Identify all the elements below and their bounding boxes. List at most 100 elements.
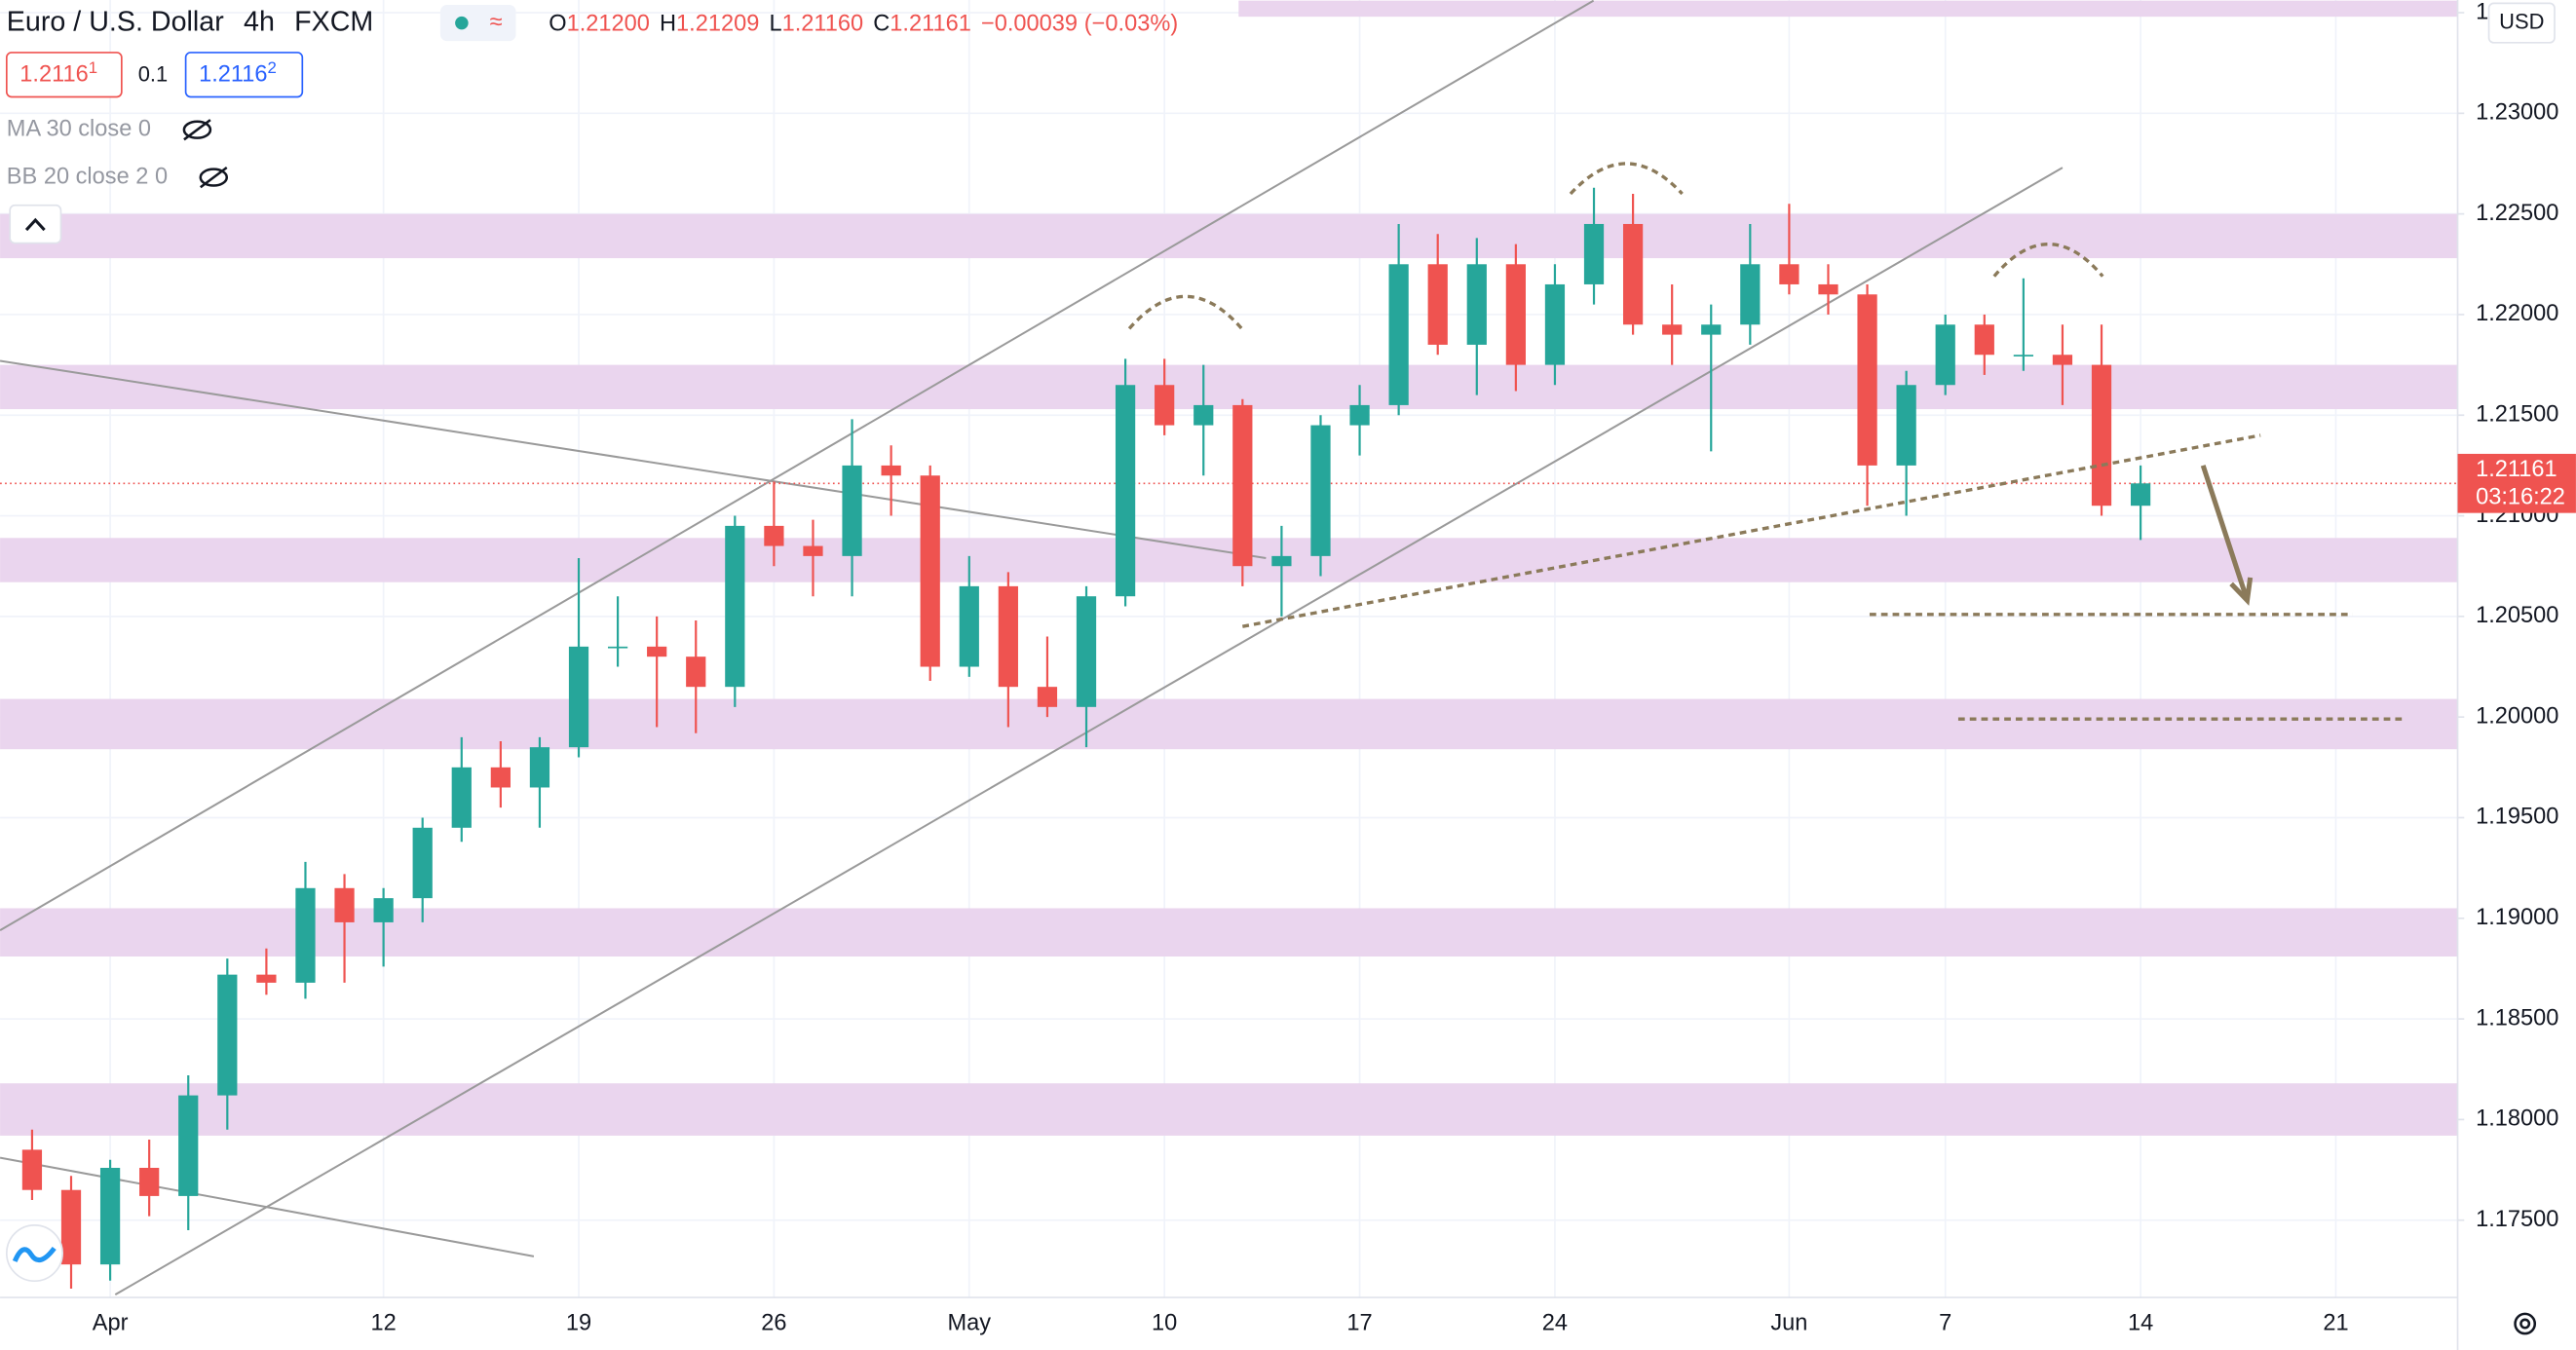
- interval: 4h: [244, 6, 275, 37]
- buy-price-main: 1.2116: [199, 62, 267, 88]
- arrow-head: [2229, 577, 2254, 606]
- zone: [0, 698, 2458, 750]
- candle-body: [920, 475, 940, 667]
- ohlc-name: L: [769, 12, 781, 37]
- status-icon: ≈: [490, 10, 503, 35]
- buy-pipette: 2: [268, 58, 277, 77]
- plot-area: [0, 0, 2458, 1298]
- price-tag-countdown: 03:16:22: [2476, 485, 2565, 510]
- candle-body: [1779, 264, 1799, 284]
- currency-box[interactable]: [2487, 2, 2556, 44]
- sell-price[interactable]: 1.21161: [19, 58, 97, 88]
- x-tick-label: 7: [1939, 1310, 1951, 1335]
- candle-body: [99, 1167, 121, 1265]
- change-pct: (−0.03%): [1084, 12, 1178, 37]
- candle-body: [1701, 324, 1722, 335]
- ohlc-name: H: [660, 12, 676, 37]
- spread: 0.1: [138, 61, 168, 86]
- candle-body: [1622, 223, 1644, 325]
- header: Euro / U.S. Dollar 4h FXCM: [7, 6, 373, 37]
- hidden-icon[interactable]: [199, 166, 229, 189]
- candle-body: [803, 545, 823, 556]
- candle-body: [1388, 264, 1409, 405]
- candle-body: [1935, 324, 1955, 386]
- y-tick-label: 1.17500: [2476, 1207, 2558, 1232]
- collapse-button[interactable]: [9, 204, 62, 244]
- ohlc-value: 1.21160: [782, 12, 864, 37]
- candle-body: [607, 646, 628, 649]
- candle-body: [1466, 264, 1487, 345]
- currency[interactable]: USD: [2499, 9, 2544, 33]
- x-tick-label: 19: [566, 1310, 591, 1335]
- x-tick-label: 24: [1542, 1310, 1568, 1335]
- trend-line: [0, 359, 1267, 559]
- x-tick-label: Jun: [1770, 1310, 1807, 1335]
- price-tag: [2457, 453, 2576, 513]
- zone: [1238, 0, 2458, 18]
- candle-body: [529, 747, 550, 788]
- sell-price-main: 1.2116: [19, 62, 88, 88]
- settings-icon[interactable]: [2514, 1312, 2537, 1335]
- zone: [0, 213, 2458, 259]
- x-tick-label: 26: [761, 1310, 786, 1335]
- overlay: Euro / U.S. Dollar 4h FXCM ≈ O1.21200 H1.21…: [5, 2, 2556, 1335]
- candle-body: [295, 887, 316, 983]
- eye-slash: [200, 166, 228, 189]
- indicator-label[interactable]: MA 30 close 0: [7, 116, 151, 141]
- y-tick-label: 1.20500: [2476, 603, 2558, 628]
- candle-body: [1193, 404, 1214, 426]
- y-tick-label: 1.21500: [2476, 401, 2558, 427]
- candle-body: [1076, 596, 1097, 707]
- logo[interactable]: [5, 1224, 63, 1283]
- collapse-box[interactable]: [9, 204, 62, 244]
- candle-body: [1896, 385, 1916, 466]
- candle-body: [647, 646, 667, 657]
- zone: [0, 908, 2458, 957]
- zone: [0, 538, 2458, 582]
- ohlc-header: O1.21200 H1.21209 L1.21160 C1.21161 −0.00039…: [549, 12, 1178, 37]
- ohlc-name: O: [549, 12, 566, 37]
- x-tick-label: 10: [1152, 1310, 1177, 1335]
- candle-body: [998, 585, 1018, 688]
- pattern-arc: [1127, 294, 1243, 330]
- candle-body: [334, 887, 355, 922]
- candle-body: [1037, 687, 1058, 707]
- buy-button[interactable]: [184, 52, 304, 98]
- y-tick-label: 1.20000: [2476, 703, 2558, 729]
- trend-line: [0, 1156, 535, 1257]
- candle-body: [1974, 324, 1994, 356]
- y-tick-label: 1.23000: [2476, 100, 2558, 126]
- candle-body: [256, 974, 277, 983]
- price-tag-value: 1.21161: [2476, 457, 2557, 482]
- candle-body: [1310, 425, 1331, 556]
- x-tick-label: 21: [2323, 1310, 2348, 1335]
- pattern-arc: [1992, 243, 2104, 278]
- candle-body: [1857, 294, 1877, 466]
- status-box: [439, 5, 516, 42]
- hidden-icon[interactable]: [182, 119, 212, 141]
- x-tick-label: 14: [2128, 1310, 2153, 1335]
- logo-circle[interactable]: [5, 1224, 63, 1283]
- pattern-arc: [1569, 162, 1684, 196]
- candle-body: [1583, 223, 1605, 284]
- eye-slash: [183, 119, 211, 141]
- candle-body: [2091, 364, 2112, 506]
- candle-body: [1544, 283, 1566, 365]
- x-tick-label: Apr: [93, 1310, 129, 1335]
- buy-price[interactable]: 1.21162: [199, 58, 277, 88]
- indicator-label[interactable]: BB 20 close 2 0: [7, 164, 168, 189]
- candle-body: [373, 898, 394, 922]
- y-tick-label: 1.18000: [2476, 1106, 2558, 1132]
- sell-button[interactable]: [5, 52, 123, 98]
- candle-body: [21, 1149, 43, 1190]
- candle-body: [1155, 385, 1175, 426]
- y-tick-label: 1.19000: [2476, 905, 2558, 930]
- candle-body: [60, 1189, 82, 1265]
- ohlc-value: 1.21209: [676, 12, 759, 37]
- sell-pipette: 1: [89, 58, 97, 77]
- trade-buttons[interactable]: 1.21161 0.1 1.21162: [5, 52, 304, 98]
- gear-hub: [2519, 1318, 2531, 1330]
